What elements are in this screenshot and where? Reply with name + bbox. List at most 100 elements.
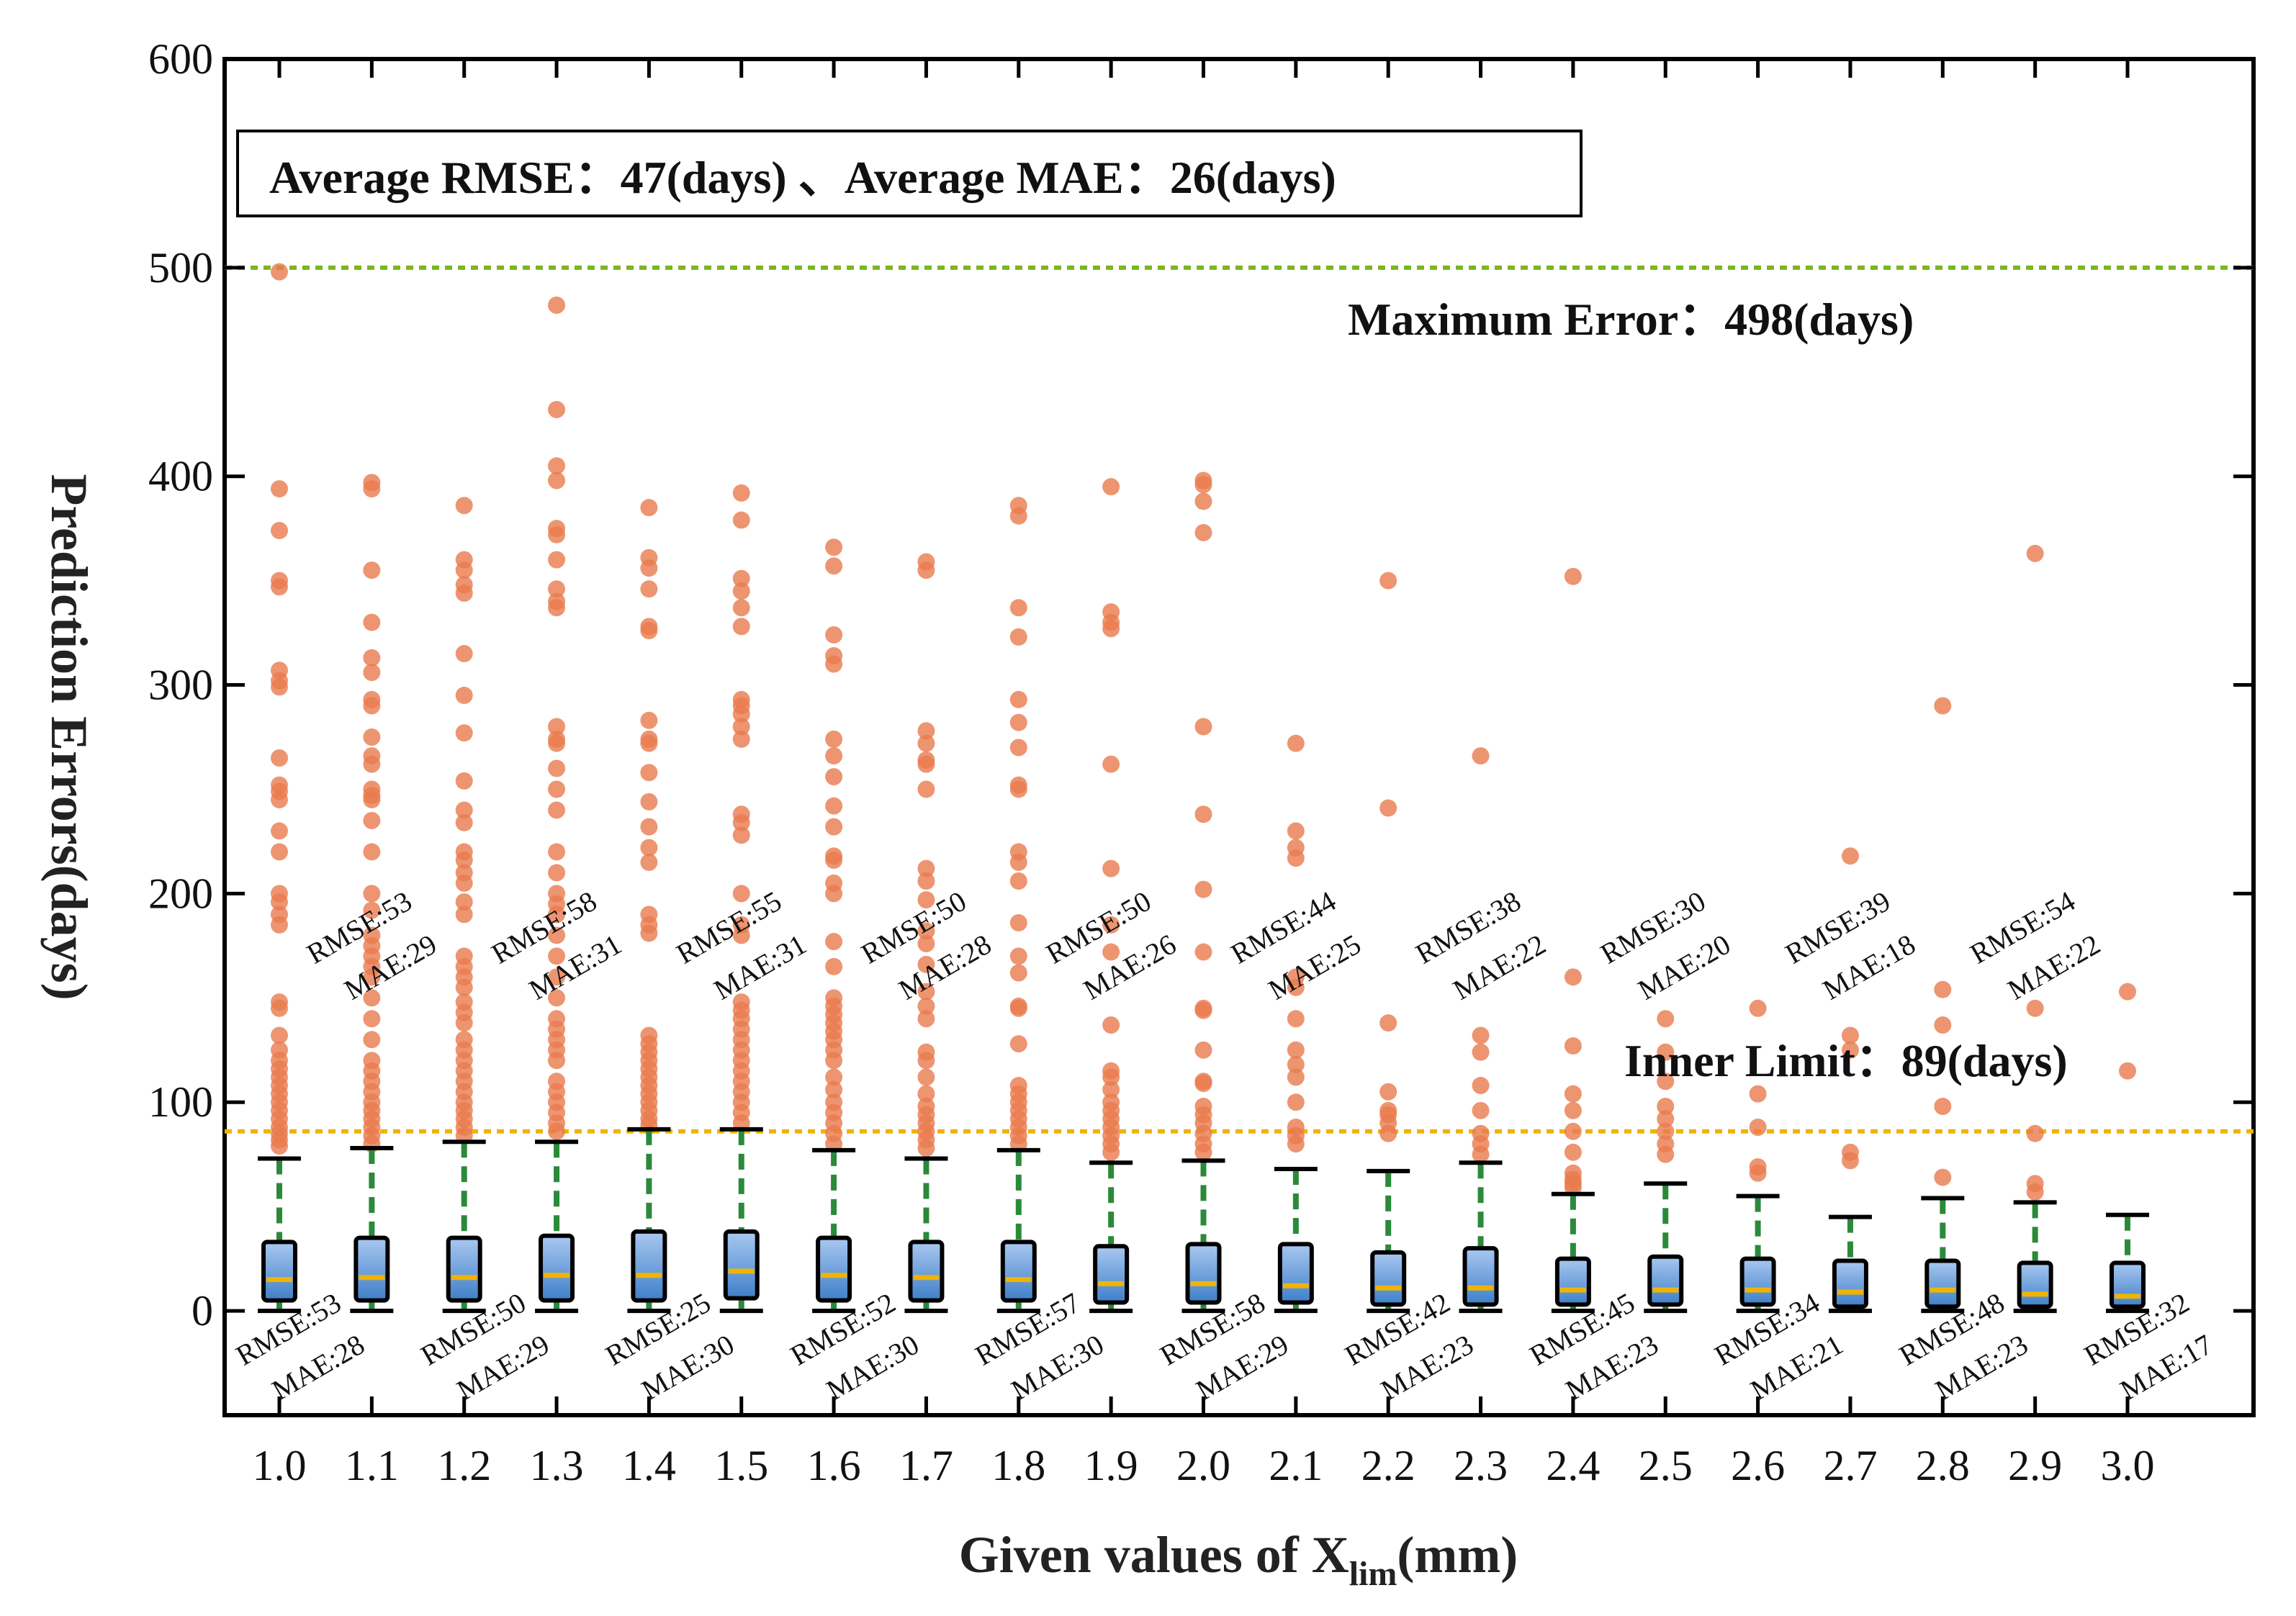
outlier-point bbox=[548, 734, 566, 752]
outlier-point bbox=[2026, 999, 2044, 1017]
outlier-point bbox=[1194, 492, 1212, 510]
outlier-point bbox=[917, 755, 935, 773]
outlier-point bbox=[271, 843, 288, 861]
y-tick-label: 500 bbox=[148, 244, 213, 292]
outlier-point bbox=[1657, 1010, 1675, 1028]
outlier-point bbox=[1102, 1068, 1120, 1086]
outlier-point bbox=[1564, 567, 1582, 585]
x-tick-label: 2.5 bbox=[1639, 1442, 1693, 1489]
outlier-point bbox=[548, 968, 566, 986]
outlier-point bbox=[732, 569, 750, 587]
outlier-point bbox=[1194, 880, 1212, 898]
outlier-point bbox=[548, 906, 566, 924]
outlier-point bbox=[1379, 799, 1397, 817]
outlier-point bbox=[1009, 628, 1027, 646]
outlier-point bbox=[1472, 1026, 1490, 1044]
x-tick-label: 1.8 bbox=[991, 1442, 1045, 1489]
box-iqr bbox=[2017, 1260, 2053, 1309]
outlier-point bbox=[1749, 1164, 1767, 1182]
outlier-point bbox=[548, 759, 566, 777]
outlier-point bbox=[1009, 964, 1027, 982]
x-tick-label: 2.9 bbox=[2008, 1442, 2062, 1489]
box-iqr bbox=[816, 1235, 852, 1303]
outlier-point bbox=[271, 522, 288, 540]
x-tick-label: 1.9 bbox=[1084, 1442, 1138, 1489]
outlier-point bbox=[1934, 980, 1952, 998]
outlier-point bbox=[1657, 1145, 1675, 1163]
outlier-point bbox=[363, 885, 381, 903]
outlier-point bbox=[640, 622, 658, 640]
x-tick-label: 1.5 bbox=[714, 1442, 768, 1489]
outlier-point bbox=[917, 955, 935, 973]
outlier-point bbox=[917, 1052, 935, 1070]
outlier-point bbox=[548, 297, 566, 315]
outlier-point bbox=[548, 551, 566, 569]
outlier-point bbox=[640, 764, 658, 782]
outlier-point bbox=[640, 499, 658, 517]
outlier-point bbox=[1564, 1101, 1582, 1119]
reference-lines bbox=[225, 265, 2254, 1134]
x-tick-label: 1.7 bbox=[899, 1442, 953, 1489]
outlier-point bbox=[1749, 999, 1767, 1017]
x-tick-label: 1.6 bbox=[807, 1442, 861, 1489]
outlier-point bbox=[825, 1052, 843, 1070]
outlier-point bbox=[1841, 1041, 1859, 1059]
box-iqr bbox=[1739, 1256, 1776, 1307]
outlier-point bbox=[1102, 859, 1120, 877]
outlier-point bbox=[1564, 968, 1582, 986]
outlier-point bbox=[455, 906, 473, 924]
outlier-point bbox=[271, 578, 288, 596]
outlier-point bbox=[917, 1010, 935, 1028]
outlier-point bbox=[548, 525, 566, 543]
outlier-point bbox=[455, 561, 473, 579]
outlier-point bbox=[732, 705, 750, 723]
outlier-point bbox=[1287, 1010, 1305, 1028]
outlier-point bbox=[1657, 1122, 1675, 1140]
x-axis: 1.0 1.1 1.2 1.3 1.4 1.5 1.6 1.7 1.8 1.9 2.0 2.1 2.2 2… bbox=[253, 59, 2155, 1489]
outlier-point bbox=[548, 400, 566, 418]
summary-legend-box bbox=[236, 130, 1583, 217]
outlier-point bbox=[271, 790, 288, 808]
outlier-point bbox=[1102, 916, 1120, 934]
outlier-point bbox=[1379, 1124, 1397, 1142]
outlier-point bbox=[732, 582, 750, 600]
outlier-point bbox=[1194, 523, 1212, 541]
outlier-point bbox=[1841, 1026, 1859, 1044]
outlier-point bbox=[1472, 1101, 1490, 1119]
x-axis-title-unit: (mm) bbox=[1397, 1526, 1518, 1584]
box-iqr bbox=[539, 1233, 575, 1303]
outlier-point bbox=[1287, 734, 1305, 752]
outlier-point bbox=[1102, 1080, 1120, 1098]
outlier-point bbox=[1287, 1093, 1305, 1111]
outlier-point bbox=[1009, 1035, 1027, 1053]
box-iqr bbox=[1924, 1258, 1961, 1309]
x-tick-label: 2.8 bbox=[1916, 1442, 1970, 1489]
outlier-point bbox=[1564, 1037, 1582, 1055]
outlier-point bbox=[1009, 913, 1027, 931]
outlier-point bbox=[1009, 599, 1027, 617]
outlier-point bbox=[455, 874, 473, 892]
outlier-point bbox=[732, 618, 750, 636]
inner-limit-annotation: Inner Limit：89(days) bbox=[1624, 1035, 2068, 1086]
outlier-point bbox=[917, 780, 935, 798]
outlier-point bbox=[363, 664, 381, 682]
outlier-point bbox=[732, 599, 750, 617]
outlier-point bbox=[825, 538, 843, 556]
outlier-point bbox=[363, 561, 381, 579]
outlier-point bbox=[640, 711, 658, 729]
outlier-point bbox=[363, 649, 381, 667]
outlier-point bbox=[2026, 544, 2044, 562]
outlier-point bbox=[271, 263, 288, 281]
outlier-point bbox=[548, 457, 566, 475]
x-axis-title: Given values of Xlim(mm) bbox=[959, 1526, 1518, 1593]
y-tick-label: 0 bbox=[192, 1287, 213, 1335]
outlier-point bbox=[548, 780, 566, 798]
outlier-point bbox=[548, 801, 566, 819]
outlier-point bbox=[917, 859, 935, 877]
box-iqr bbox=[1093, 1244, 1130, 1305]
outlier-point bbox=[271, 822, 288, 840]
outlier-point bbox=[732, 826, 750, 844]
outlier-point bbox=[917, 872, 935, 890]
outlier-point bbox=[732, 813, 750, 831]
